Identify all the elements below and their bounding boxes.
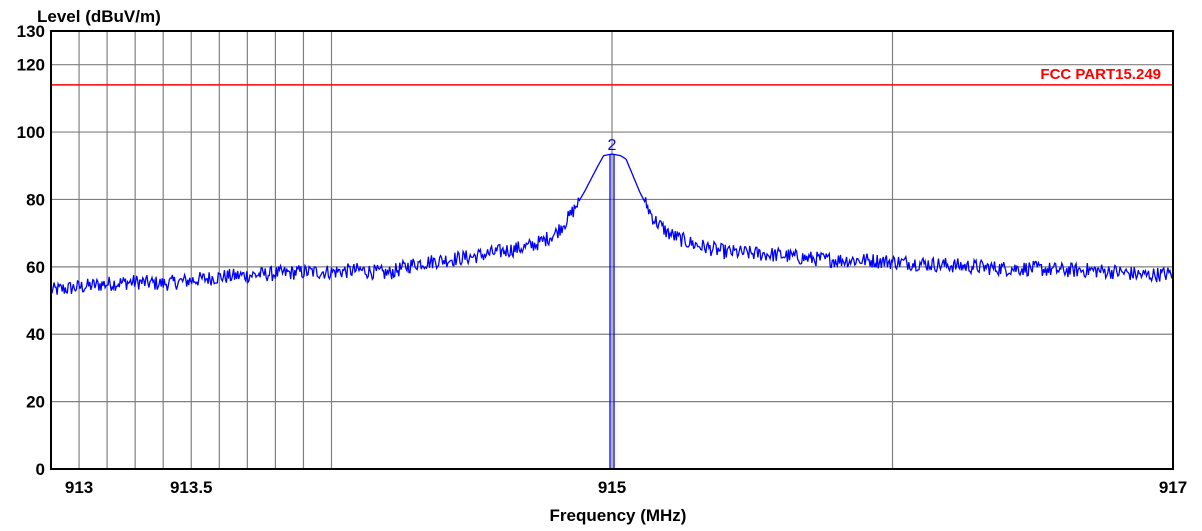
x-tick-label: 913.5 [170, 478, 213, 497]
series-layer [50, 153, 1174, 295]
x-tick-label: 915 [598, 478, 626, 497]
y-tick-label: 40 [26, 325, 45, 344]
grid-layer [51, 31, 1174, 469]
y-tick-label: 80 [26, 190, 45, 209]
y-tick-label: 0 [36, 460, 45, 479]
marker-label: 2 [608, 137, 617, 154]
x-tick-label: 913 [65, 478, 93, 497]
x-tick-labels: 913 913.5 915 917 [65, 478, 1187, 497]
y-tick-label: 130 [17, 22, 45, 41]
series-line [50, 153, 1174, 295]
plot-frame [50, 30, 1174, 470]
x-tick-label: 917 [1159, 478, 1187, 497]
y-tick-label: 20 [26, 393, 45, 412]
marker-layer [609, 153, 615, 469]
y-tick-labels: 0 20 40 60 80 100 120 130 [17, 22, 45, 479]
x-axis-label: Frequency (MHz) [550, 506, 687, 525]
limit-line-label: FCC PART15.249 [1040, 66, 1161, 83]
y-tick-label: 60 [26, 258, 45, 277]
y-axis-label: Level (dBuV/m) [37, 7, 161, 26]
y-tick-label: 100 [17, 123, 45, 142]
y-tick-label: 120 [17, 56, 45, 75]
